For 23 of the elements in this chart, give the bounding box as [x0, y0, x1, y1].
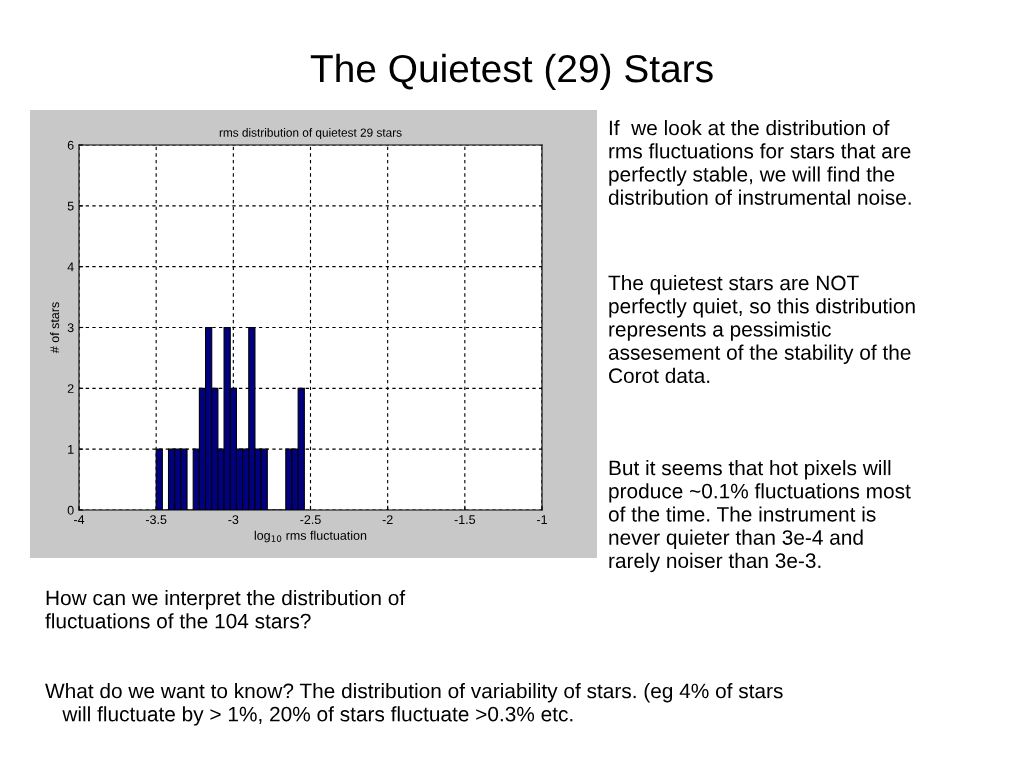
x-tick-label: -2.5 — [300, 515, 321, 525]
y-tick-label: 1 — [68, 445, 74, 454]
y-axis-title: # of stars — [49, 302, 60, 354]
chart-subtitle: rms distribution of quietest 29 stars — [219, 128, 402, 140]
x-tick-label: -4 — [74, 515, 85, 524]
y-tick-label: 6 — [67, 140, 74, 150]
x-tick-label: -1.5 — [454, 515, 476, 525]
text: What do we want to know? The distribution of variability of stars. (eg 4% of stars will fluctuate by > 1%, 20% of stars fluctuate >0.3% etc. — [45, 683, 783, 726]
y-tick-label: 3 — [67, 323, 74, 333]
text: How can we interpret the distribution of fluctuations of the 104 stars? — [45, 590, 406, 629]
x-tick-label: -2 — [382, 515, 393, 524]
y-tick-label: 2 — [67, 384, 74, 393]
y-tick-label: 5 — [67, 201, 74, 211]
x-tick-label: -3 — [228, 515, 239, 525]
x-tick-label: -3.5 — [145, 515, 167, 525]
text: If we look at the distribution of rms fluctuations for stars that are perfectly stable, we will find the distribution of instrumental noise. — [608, 120, 911, 205]
x-tick-label: -1 — [537, 515, 547, 524]
text: The quietest stars are NOT perfectly quiet, so this distribution represents a pessimistic assesement of the stability of the Corot data. — [608, 275, 915, 384]
x-axis-title: log$_{10}$ rms fluctuation — [254, 530, 367, 543]
y-tick-label: 4 — [67, 262, 74, 272]
y-tick-label: 0 — [67, 505, 74, 515]
chart-title: The Quietest (29) Stars — [310, 53, 713, 91]
text: But it seems that hot pixels will produce ~0.1% fluctuations most of the time. The instrument is never quieter than 3e-4 and rarely noiser than 3e-3. — [608, 460, 911, 573]
